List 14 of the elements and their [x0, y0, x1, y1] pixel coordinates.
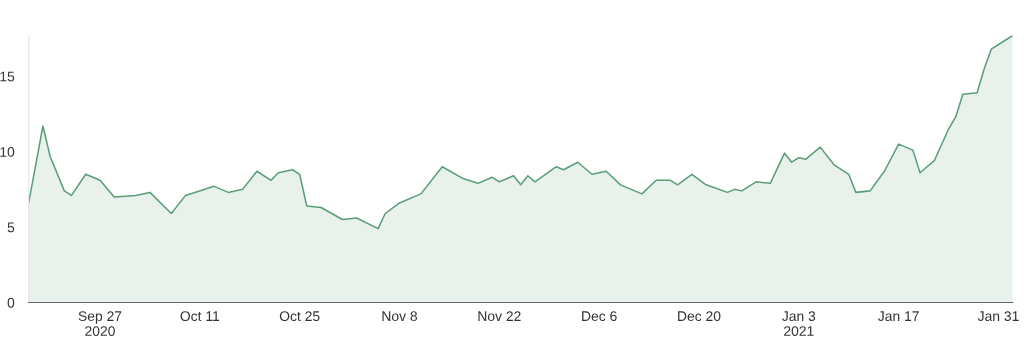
- x-tick-label: Jan 31: [977, 311, 1019, 322]
- x-tick-label: Dec 20: [678, 311, 721, 322]
- y-tick-label: 0: [7, 297, 15, 308]
- x-tick-label: Oct 11: [180, 311, 220, 322]
- x-tick-label: Nov 22: [478, 311, 521, 322]
- x-tick-label: Nov 8: [382, 311, 418, 322]
- y-tick-label: 10: [0, 146, 15, 157]
- y-tick-label: 5: [7, 222, 15, 233]
- x-tick-label: Oct 25: [279, 311, 320, 322]
- x-tick-label: Sep 27 2020: [78, 311, 122, 337]
- x-tick-label: Dec 6: [582, 311, 617, 322]
- y-tick-label: 15: [0, 71, 15, 82]
- x-tick-label: Jan 17: [878, 311, 919, 322]
- x-tick-label: Jan 3 2021: [782, 311, 816, 337]
